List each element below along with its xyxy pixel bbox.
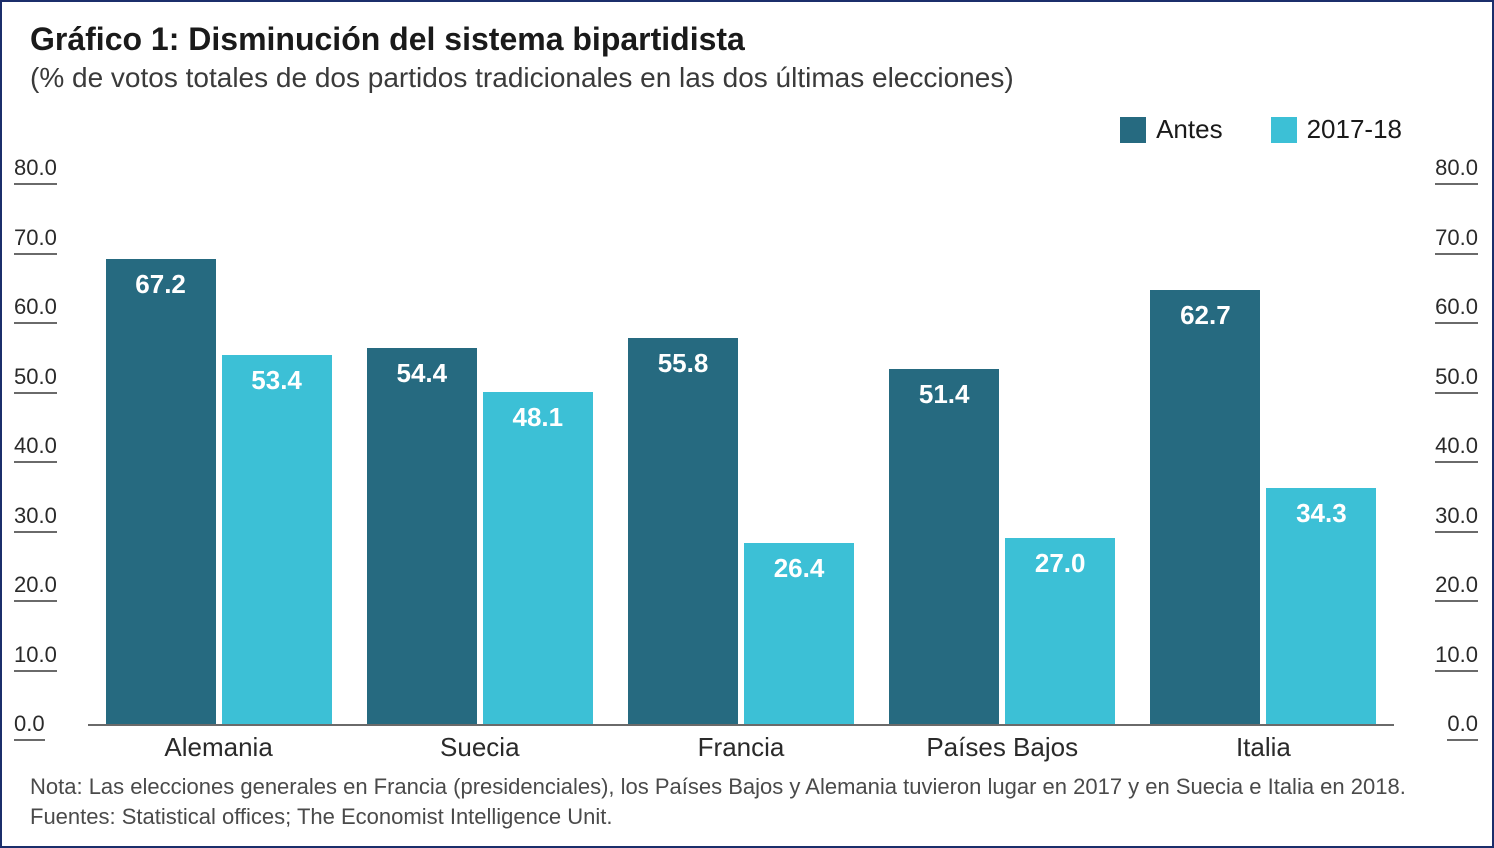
y-tick-label: 60.0 [14,294,57,324]
chart-subtitle: (% de votos totales de dos partidos trad… [30,62,1464,94]
bar: 27.0 [1005,538,1115,726]
y-tick-label: 20.0 [1435,572,1478,602]
legend-swatch [1120,117,1146,143]
bar-group: 54.4 48.1 [349,170,610,726]
y-tick: 40.0 [14,433,74,463]
bar: 26.4 [744,543,854,726]
y-tick: 70.0 [14,225,74,255]
bars: 67.2 53.4 [88,170,349,726]
y-tick: 40.0 [1418,433,1478,463]
x-tick-label: Italia [1133,732,1394,763]
bar-group: 51.4 27.0 [872,170,1133,726]
bar: 51.4 [889,369,999,726]
y-tick: 30.0 [14,503,74,533]
plot-area: 0.010.020.030.040.050.060.070.080.0 0.01… [88,170,1394,726]
y-tick-label: 80.0 [14,155,57,185]
x-tick-label: Alemania [88,732,349,763]
bar: 48.1 [483,392,593,726]
bar-value-label: 54.4 [396,348,447,389]
bar: 34.3 [1266,488,1376,726]
bar-value-label: 51.4 [919,369,970,410]
y-tick-label: 0.0 [14,711,45,741]
y-tick-label: 40.0 [14,433,57,463]
y-tick: 50.0 [1418,364,1478,394]
y-tick: 10.0 [1418,642,1478,672]
bar-value-label: 34.3 [1296,488,1347,529]
bar-value-label: 26.4 [774,543,825,584]
y-tick-label: 80.0 [1435,155,1478,185]
y-tick-label: 70.0 [1435,225,1478,255]
bar-group: 62.7 34.3 [1133,170,1394,726]
y-tick: 60.0 [14,294,74,324]
y-tick-label: 60.0 [1435,294,1478,324]
y-tick: 20.0 [14,572,74,602]
y-tick: 60.0 [1418,294,1478,324]
legend-swatch [1271,117,1297,143]
y-tick: 50.0 [14,364,74,394]
y-tick-label: 0.0 [1447,711,1478,741]
bar-value-label: 48.1 [512,392,563,433]
bar-value-label: 27.0 [1035,538,1086,579]
y-tick: 80.0 [1418,155,1478,185]
bars: 54.4 48.1 [349,170,610,726]
bar: 55.8 [628,338,738,726]
y-tick-label: 30.0 [14,503,57,533]
bars: 51.4 27.0 [872,170,1133,726]
legend-label: Antes [1156,114,1223,145]
y-tick-label: 50.0 [14,364,57,394]
chart-notes: Nota: Las elecciones generales en Franci… [30,772,1464,831]
y-tick-label: 20.0 [14,572,57,602]
x-tick-label: Países Bajos [872,732,1133,763]
y-tick: 80.0 [14,155,74,185]
x-tick-label: Suecia [349,732,610,763]
y-tick-label: 10.0 [14,642,57,672]
y-tick: 0.0 [1418,711,1478,741]
legend-item: 2017-18 [1271,114,1402,145]
bar: 62.7 [1150,290,1260,726]
note-line: Fuentes: Statistical offices; The Econom… [30,802,1464,832]
y-tick-label: 70.0 [14,225,57,255]
y-tick-label: 10.0 [1435,642,1478,672]
y-tick-label: 50.0 [1435,364,1478,394]
legend: Antes 2017-18 [1120,114,1402,145]
legend-item: Antes [1120,114,1223,145]
bar-value-label: 53.4 [251,355,302,396]
bar-value-label: 62.7 [1180,290,1231,331]
bar-group: 67.2 53.4 [88,170,349,726]
x-tick-label: Francia [610,732,871,763]
y-tick: 70.0 [1418,225,1478,255]
y-axis-right: 0.010.020.030.040.050.060.070.080.0 [1404,170,1484,726]
y-tick: 0.0 [14,711,74,741]
y-tick: 20.0 [1418,572,1478,602]
y-tick: 10.0 [14,642,74,672]
bars: 55.8 26.4 [610,170,871,726]
note-line: Nota: Las elecciones generales en Franci… [30,772,1464,802]
bar-value-label: 55.8 [658,338,709,379]
legend-label: 2017-18 [1307,114,1402,145]
bar: 53.4 [222,355,332,726]
bar-group: 55.8 26.4 [610,170,871,726]
y-axis-left: 0.010.020.030.040.050.060.070.080.0 [8,170,88,726]
chart-title: Gráfico 1: Disminución del sistema bipar… [30,20,1464,58]
bar-groups: 67.2 53.4 54.4 48.1 55.8 26.4 51.4 27.0 62.7 34.3 [88,170,1394,726]
x-axis-labels: AlemaniaSueciaFranciaPaíses BajosItalia [88,732,1394,763]
bar-value-label: 67.2 [135,259,186,300]
bar: 67.2 [106,259,216,726]
y-tick-label: 40.0 [1435,433,1478,463]
y-tick: 30.0 [1418,503,1478,533]
bars: 62.7 34.3 [1133,170,1394,726]
bar: 54.4 [367,348,477,726]
x-axis-baseline [88,724,1394,726]
y-tick-label: 30.0 [1435,503,1478,533]
chart-frame: Gráfico 1: Disminución del sistema bipar… [0,0,1494,848]
